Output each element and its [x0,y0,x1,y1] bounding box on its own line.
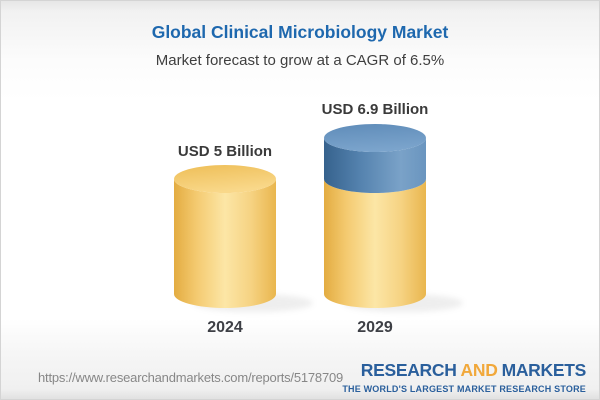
cylinder-2029-top [324,124,426,152]
chart-subtitle: Market forecast to grow at a CAGR of 6.5… [155,52,445,69]
logo-word-markets: MARKETS [501,360,587,380]
logo-word-and: AND [460,360,498,380]
cylinder-2024-body [174,179,276,308]
cylinder-2024-top [174,165,276,193]
report-url: https://www.researchandmarkets.com/repor… [38,370,344,385]
x-axis-label-2024: 2024 [207,319,243,336]
bar-value-label-2029: USD 6.9 Billion [321,101,429,118]
cylinder-2029-growth-segment [324,138,426,193]
cylinder-2029 [324,124,426,308]
logo-tagline: THE WORLD'S LARGEST MARKET RESEARCH STOR… [342,384,586,394]
logo-word-research: RESEARCH [360,360,457,380]
x-axis-label-2029: 2029 [357,319,393,336]
cylinder-2029-base-segment [324,179,426,308]
research-and-markets-logo: RESEARCH AND MARKETS THE WORLD'S LARGEST M… [342,360,587,398]
bar-value-label-2024: USD 5 Billion [177,143,273,160]
logo-wordmark: RESEARCH AND MARKETS [342,360,587,380]
chart-title: Global Clinical Microbiology Market [151,22,449,42]
cylinder-2024 [174,165,276,308]
